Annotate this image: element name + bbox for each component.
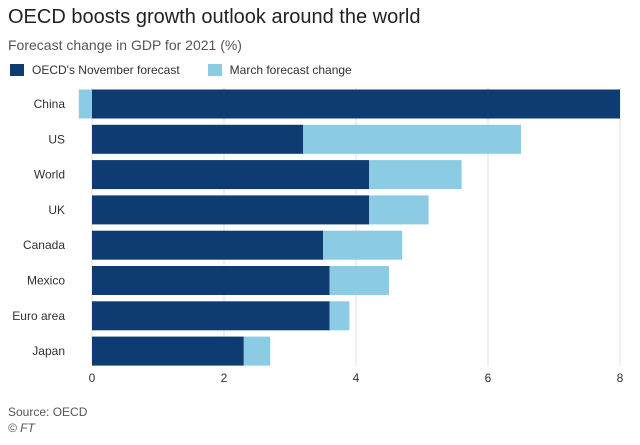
x-tick-label-0: 0	[89, 371, 96, 385]
category-label-1: US	[48, 132, 65, 146]
chart-title: OECD boosts growth outlook around the wo…	[8, 6, 421, 28]
category-label-6: Euro area	[12, 309, 65, 323]
bar-march-5	[329, 266, 389, 295]
x-tick-label-2: 4	[353, 371, 360, 385]
x-tick-label-1: 2	[221, 371, 228, 385]
category-label-5: Mexico	[27, 274, 65, 288]
bar-march-1	[303, 124, 521, 154]
category-label-4: Canada	[23, 238, 65, 252]
legend-item-november: OECD's November forecast	[10, 63, 180, 77]
bar-november-4	[92, 230, 323, 260]
chart-subtitle: Forecast change in GDP for 2021 (%)	[8, 37, 242, 53]
bar-march-2	[369, 160, 462, 190]
bar-march-0	[78, 89, 92, 119]
legend-item-march: March forecast change	[207, 63, 352, 77]
legend-label-march: March forecast change	[229, 63, 352, 77]
legend-label-november: OECD's November forecast	[32, 63, 180, 77]
credit-note: © FT	[8, 421, 35, 435]
bar-november-7	[92, 336, 244, 366]
bar-march-7	[243, 336, 271, 366]
bar-november-2	[92, 160, 370, 190]
chart-legend: OECD's November forecast March forecast …	[10, 63, 380, 77]
x-tick-label-4: 8	[617, 371, 624, 385]
bar-november-6	[92, 301, 330, 331]
source-note: Source: OECD	[8, 405, 88, 419]
x-tick-label-3: 6	[485, 371, 492, 385]
category-label-0: China	[34, 97, 66, 111]
legend-swatch-november	[10, 64, 24, 76]
bar-november-5	[92, 266, 330, 295]
bar-march-6	[329, 301, 350, 331]
legend-swatch-march	[207, 64, 222, 76]
category-label-3: UK	[48, 203, 65, 217]
bar-november-3	[92, 195, 370, 225]
category-label-7: Japan	[32, 344, 65, 358]
bar-november-1	[92, 124, 304, 154]
bar-march-3	[369, 195, 429, 225]
bar-march-4	[323, 230, 403, 260]
bar-november-0	[92, 89, 620, 119]
category-label-2: World	[34, 168, 65, 182]
